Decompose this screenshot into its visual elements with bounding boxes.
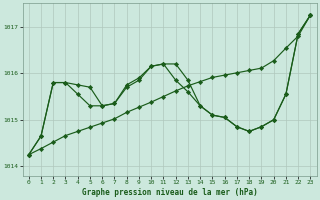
X-axis label: Graphe pression niveau de la mer (hPa): Graphe pression niveau de la mer (hPa) xyxy=(82,188,258,197)
